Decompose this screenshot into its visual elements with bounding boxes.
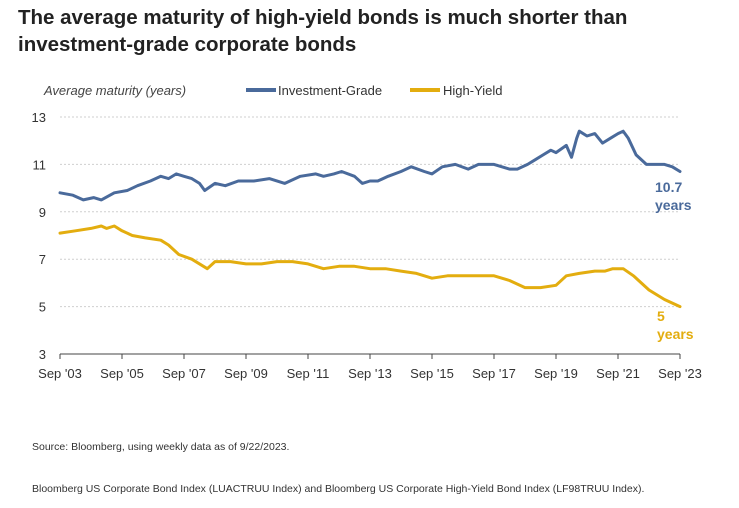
end-label: 5 xyxy=(657,308,665,324)
legend-label: High-Yield xyxy=(443,83,503,98)
y-axis-label: Average maturity (years) xyxy=(43,83,186,98)
end-label: 10.7 xyxy=(655,179,682,195)
y-tick-label: 11 xyxy=(33,157,47,172)
end-label: years xyxy=(655,197,692,213)
x-tick-label: Sep '21 xyxy=(596,366,640,381)
y-tick-label: 13 xyxy=(32,110,46,125)
y-tick-label: 5 xyxy=(39,300,46,315)
x-tick-label: Sep '17 xyxy=(472,366,516,381)
y-tick-label: 7 xyxy=(39,252,46,267)
end-label: years xyxy=(657,326,694,342)
chart-title: The average maturity of high-yield bonds… xyxy=(18,6,628,56)
x-tick-labels: Sep '03 Sep '05 Sep '07 Sep '09 Sep '11 Sep '… xyxy=(38,366,702,381)
x-tick-label: Sep '15 xyxy=(410,366,454,381)
x-tick-label: Sep '09 xyxy=(224,366,268,381)
y-tick-label: 9 xyxy=(39,205,46,220)
x-tick-label: Sep '19 xyxy=(534,366,578,381)
x-tick-label: Sep '11 xyxy=(287,366,330,381)
index-note: Bloomberg US Corporate Bond Index (LUACT… xyxy=(32,483,645,495)
y-tick-label: 3 xyxy=(39,347,46,362)
series-line xyxy=(58,224,682,309)
x-tick-label: Sep '13 xyxy=(348,366,392,381)
x-tick-label: Sep '03 xyxy=(38,366,82,381)
legend-label: Investment-Grade xyxy=(278,83,382,98)
series-lines xyxy=(58,129,682,309)
x-tick-label: Sep '05 xyxy=(100,366,144,381)
end-labels: 10.7 years 5 years xyxy=(655,179,694,342)
series-line xyxy=(58,129,682,202)
x-tick-label: Sep '07 xyxy=(162,366,206,381)
source-note: Source: Bloomberg, using weekly data as … xyxy=(32,441,290,453)
y-tick-labels: 3 5 7 9 11 13 xyxy=(32,110,46,362)
gridlines xyxy=(59,116,681,359)
legend: Investment-Grade High-Yield xyxy=(246,83,503,98)
x-tick-label: Sep '23 xyxy=(658,366,702,381)
